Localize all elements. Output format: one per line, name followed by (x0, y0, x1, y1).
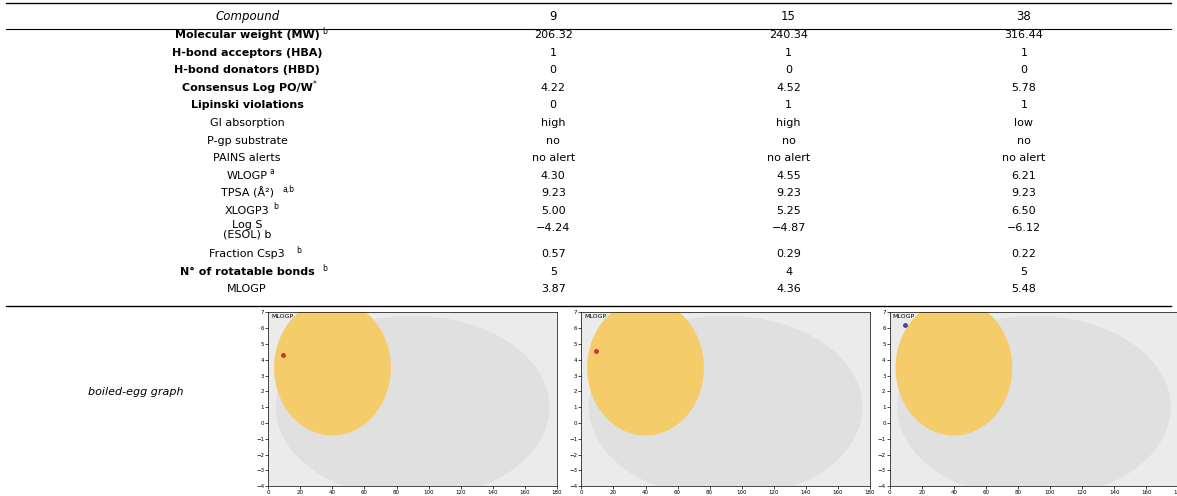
Text: Consensus Log PO/W: Consensus Log PO/W (181, 83, 313, 93)
Text: no alert: no alert (767, 153, 810, 163)
Text: MLOGP: MLOGP (892, 314, 915, 319)
Text: MLOGP: MLOGP (227, 284, 267, 295)
Text: 0: 0 (550, 65, 557, 75)
Text: 5: 5 (550, 267, 557, 277)
Text: −4.87: −4.87 (771, 223, 806, 233)
Text: 5.00: 5.00 (541, 206, 565, 216)
Ellipse shape (590, 316, 862, 496)
Text: b: b (273, 202, 278, 211)
Text: 1: 1 (550, 48, 557, 58)
Text: 4.36: 4.36 (776, 284, 802, 295)
Text: 0.29: 0.29 (776, 249, 802, 259)
Text: a: a (270, 168, 274, 177)
Text: 5.48: 5.48 (1011, 284, 1037, 295)
Ellipse shape (587, 301, 703, 435)
Text: 1: 1 (1020, 101, 1028, 111)
Text: H-bond donators (HBD): H-bond donators (HBD) (174, 65, 320, 75)
Text: 0.22: 0.22 (1011, 249, 1037, 259)
Text: 15: 15 (782, 10, 796, 23)
Text: 3.87: 3.87 (540, 284, 566, 295)
Text: *: * (312, 80, 317, 89)
Text: P-gp substrate: P-gp substrate (207, 135, 287, 145)
Text: Molecular weight (MW): Molecular weight (MW) (174, 30, 320, 40)
Text: 4: 4 (785, 267, 792, 277)
Text: 9.23: 9.23 (776, 188, 802, 198)
Text: boiled-egg graph: boiled-egg graph (87, 387, 184, 397)
Text: no alert: no alert (532, 153, 574, 163)
Text: 1: 1 (785, 48, 792, 58)
Text: PAINS alerts: PAINS alerts (213, 153, 281, 163)
Text: GI absorption: GI absorption (210, 118, 285, 128)
Text: b: b (295, 246, 301, 255)
Text: 206.32: 206.32 (533, 30, 573, 40)
Text: Lipinski violations: Lipinski violations (191, 101, 304, 111)
Text: XLOGP3: XLOGP3 (225, 206, 270, 216)
Text: WLOGP: WLOGP (227, 171, 267, 181)
Text: 5.25: 5.25 (776, 206, 802, 216)
Text: 4.30: 4.30 (540, 171, 566, 181)
Text: no alert: no alert (1003, 153, 1045, 163)
Text: a,b: a,b (282, 185, 294, 194)
Text: 1: 1 (1020, 48, 1028, 58)
Text: N° of rotatable bonds: N° of rotatable bonds (180, 267, 314, 277)
Text: −4.24: −4.24 (536, 223, 571, 233)
Text: Compound: Compound (215, 10, 279, 23)
Text: 6.50: 6.50 (1012, 206, 1036, 216)
Text: Fraction Csp3: Fraction Csp3 (210, 249, 285, 259)
Text: 4.22: 4.22 (540, 83, 566, 93)
Text: 4.55: 4.55 (776, 171, 802, 181)
Text: no: no (546, 135, 560, 145)
Text: b: b (322, 264, 327, 273)
Text: TPSA (Å²): TPSA (Å²) (220, 187, 274, 199)
Text: 9.23: 9.23 (1011, 188, 1037, 198)
Text: 38: 38 (1017, 10, 1031, 23)
Text: 240.34: 240.34 (769, 30, 809, 40)
Ellipse shape (896, 301, 1011, 435)
Text: Log S: Log S (232, 220, 262, 230)
Text: 0: 0 (550, 101, 557, 111)
Text: MLOGP: MLOGP (584, 314, 606, 319)
Text: 9: 9 (550, 10, 557, 23)
Text: H-bond acceptors (HBA): H-bond acceptors (HBA) (172, 48, 322, 58)
Text: 6.21: 6.21 (1011, 171, 1037, 181)
Text: 316.44: 316.44 (1004, 30, 1044, 40)
Text: no: no (1017, 135, 1031, 145)
Text: 5: 5 (1020, 267, 1028, 277)
Ellipse shape (898, 316, 1170, 496)
Text: no: no (782, 135, 796, 145)
Text: (ESOL) b: (ESOL) b (222, 230, 272, 240)
Text: 0: 0 (1020, 65, 1028, 75)
Text: 9.23: 9.23 (540, 188, 566, 198)
Text: 5.78: 5.78 (1011, 83, 1037, 93)
Ellipse shape (274, 301, 390, 435)
Text: low: low (1015, 118, 1033, 128)
Text: 1: 1 (785, 101, 792, 111)
Text: MLOGP: MLOGP (271, 314, 293, 319)
Text: b: b (322, 27, 327, 36)
Text: high: high (541, 118, 565, 128)
Text: −6.12: −6.12 (1008, 223, 1040, 233)
Text: 0.57: 0.57 (540, 249, 566, 259)
Ellipse shape (277, 316, 548, 496)
Text: high: high (777, 118, 800, 128)
Text: 4.52: 4.52 (776, 83, 802, 93)
Text: 0: 0 (785, 65, 792, 75)
